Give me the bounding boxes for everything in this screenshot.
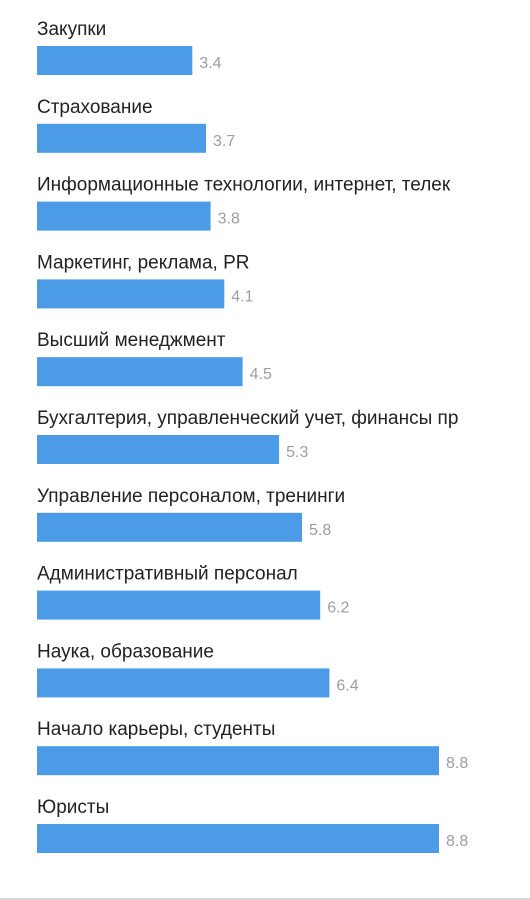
bar xyxy=(37,123,206,153)
bar xyxy=(37,279,225,309)
value-label: 8.8 xyxy=(446,755,468,772)
bar-row: Управление персоналом, тренинги 5.8 xyxy=(37,486,345,542)
bar-row: Страхование 3.7 xyxy=(37,97,235,153)
bar xyxy=(37,357,243,387)
category-label: Административный персонал xyxy=(37,564,298,585)
value-label: 3.8 xyxy=(218,211,240,228)
category-label: Закупки xyxy=(37,19,106,40)
value-label: 4.1 xyxy=(231,288,253,305)
category-label: Информационные технологии, интернет, тел… xyxy=(37,175,451,196)
value-label: 8.8 xyxy=(446,833,468,850)
bar-row: Наука, образование 6.4 xyxy=(37,641,359,698)
category-label: Высший менеджмент xyxy=(37,330,226,351)
bar-row: Информационные технологии, интернет, тел… xyxy=(37,175,451,231)
bar xyxy=(37,201,211,231)
bottom-divider xyxy=(0,898,530,900)
value-label: 6.4 xyxy=(336,677,358,694)
bar xyxy=(37,590,321,620)
category-label: Управление персоналом, тренинги xyxy=(37,486,345,507)
value-label: 4.5 xyxy=(250,366,272,383)
bar-row: Бухгалтерия, управленческий учет, финанс… xyxy=(37,408,458,464)
bar-row: Высший менеджмент 4.5 xyxy=(37,330,272,387)
bar-row: Начало карьеры, студенты 8.8 xyxy=(37,719,468,776)
bar xyxy=(37,46,193,75)
category-label: Юристы xyxy=(37,797,109,818)
category-label: Маркетинг, реклама, PR xyxy=(37,252,250,273)
value-label: 6.2 xyxy=(327,600,349,617)
bar-row: Маркетинг, реклама, PR 4.1 xyxy=(37,252,254,309)
bar-row: Административный персонал 6.2 xyxy=(37,564,350,620)
value-label: 5.3 xyxy=(286,444,308,461)
category-label: Страхование xyxy=(37,97,153,118)
bar-row: Закупки 3.4 xyxy=(37,19,222,75)
bar-row: Юристы 8.8 xyxy=(37,797,468,853)
bar xyxy=(37,435,280,464)
bar xyxy=(37,824,439,853)
value-label: 3.4 xyxy=(199,55,221,72)
bar xyxy=(37,746,439,776)
value-label: 3.7 xyxy=(213,133,235,150)
category-label: Бухгалтерия, управленческий учет, финанс… xyxy=(37,408,458,429)
category-label: Наука, образование xyxy=(37,641,214,662)
bar xyxy=(37,512,302,542)
bar xyxy=(37,668,330,698)
category-label: Начало карьеры, студенты xyxy=(37,719,275,740)
value-label: 5.8 xyxy=(309,522,331,539)
